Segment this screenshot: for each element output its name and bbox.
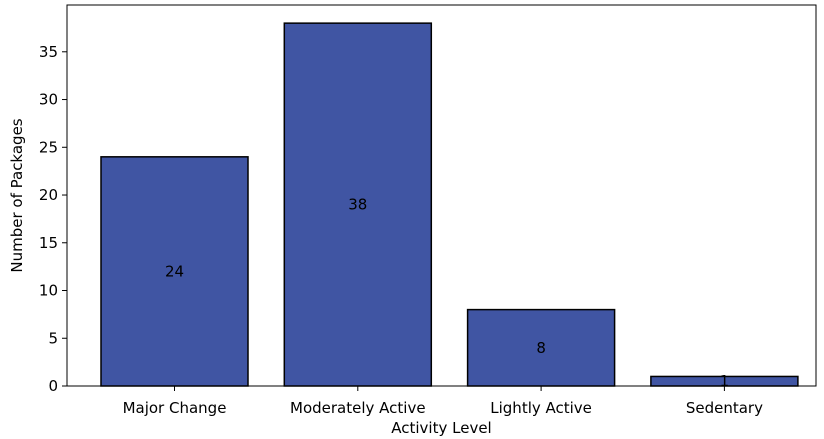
x-tick-label: Major Change — [123, 399, 227, 417]
y-axis-label: Number of Packages — [8, 118, 26, 272]
y-tick-label: 15 — [39, 234, 58, 252]
y-tick-label: 10 — [39, 282, 58, 300]
bar-labels-layer: 24 38 8 1 — [165, 196, 729, 391]
bar-moderately-active — [283, 22, 433, 387]
y-ticks-layer: 0 5 10 15 20 25 30 35 — [39, 43, 67, 395]
y-tick-label: 35 — [39, 43, 58, 61]
bar-value-label: 38 — [348, 196, 367, 214]
x-ticks-layer: Major Change Moderately Active Lightly Act… — [123, 386, 763, 417]
bar-lightly-active — [466, 308, 616, 387]
y-tick-label: 5 — [48, 329, 58, 347]
x-axis-label: Activity Level — [391, 419, 491, 437]
bar-major-change — [100, 156, 249, 387]
x-tick-label: Moderately Active — [290, 399, 426, 417]
y-tick-label: 0 — [48, 377, 58, 395]
bar-value-label: 24 — [165, 262, 184, 280]
y-tick-label: 20 — [39, 186, 58, 204]
bar-value-label: 1 — [720, 372, 730, 390]
bar-value-label: 8 — [536, 339, 546, 357]
bars-layer — [100, 22, 799, 387]
y-tick-label: 30 — [39, 91, 58, 109]
y-tick-label: 25 — [39, 138, 58, 156]
x-tick-label: Lightly Active — [490, 399, 592, 417]
x-tick-label: Sedentary — [686, 399, 763, 417]
